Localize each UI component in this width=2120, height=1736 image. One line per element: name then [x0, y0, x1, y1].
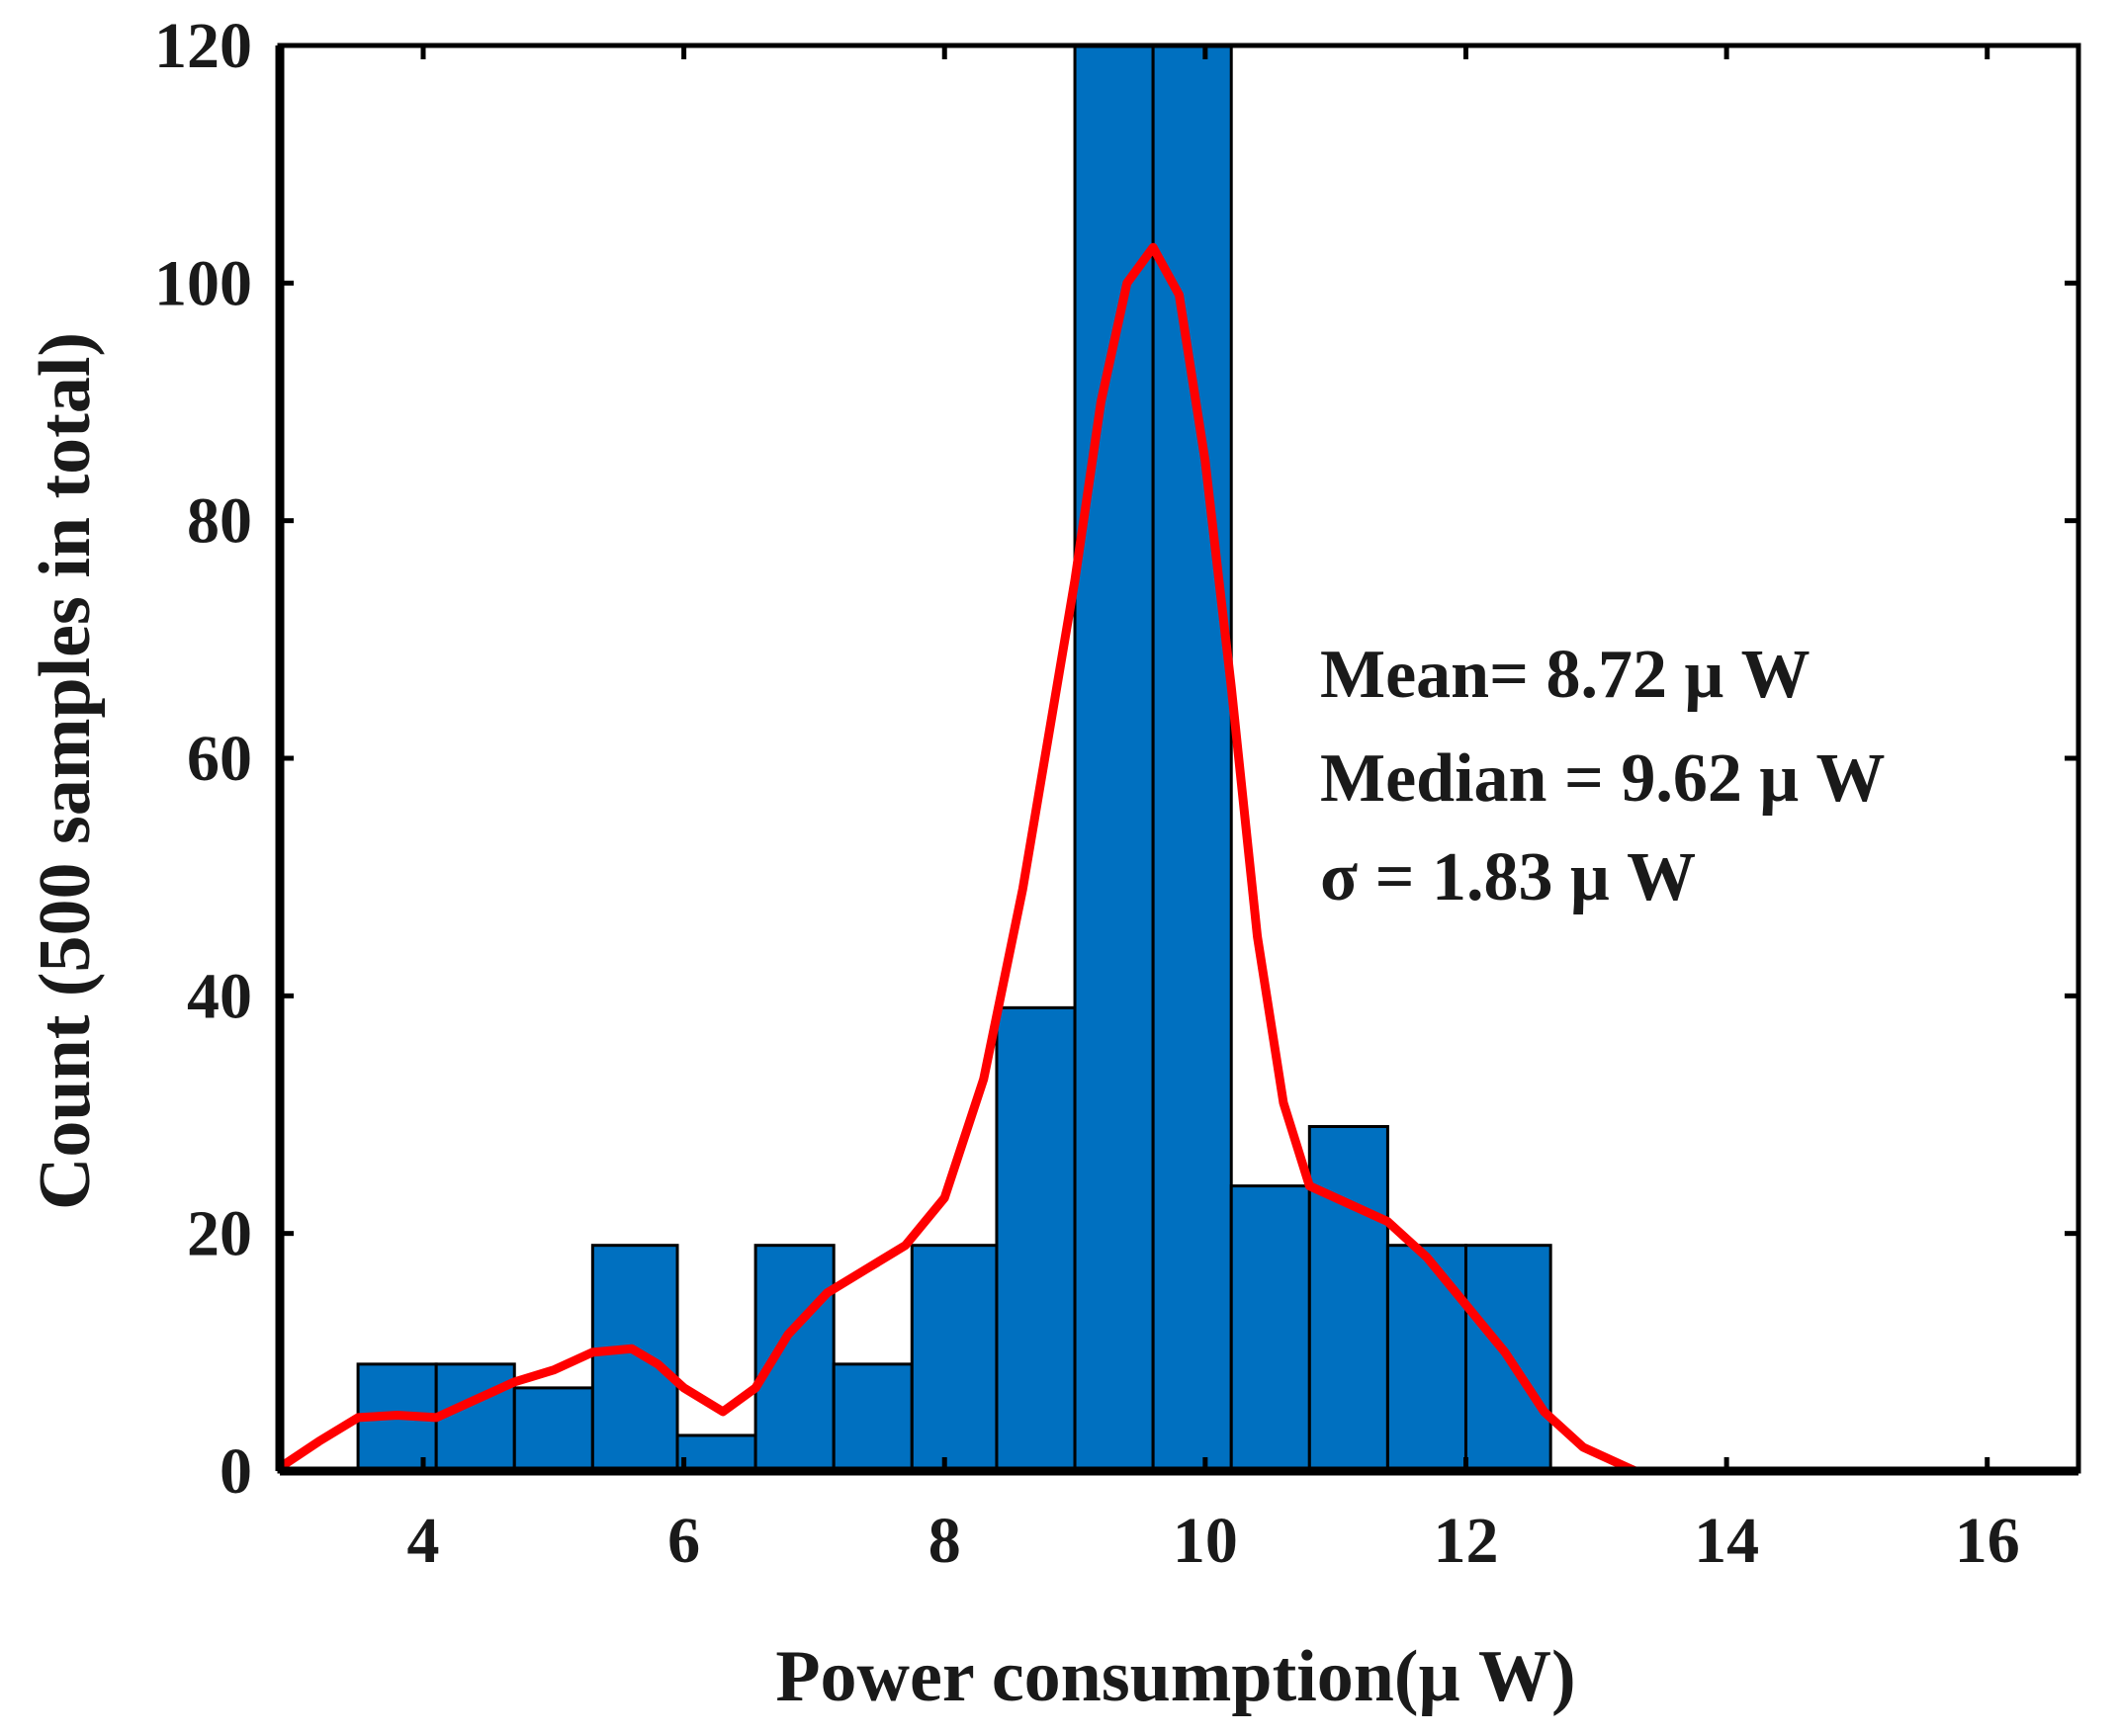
y-tick-label-1: 20 — [187, 1198, 252, 1270]
histogram-bar-7 — [910, 1244, 999, 1473]
x-tick-label-6: 16 — [1955, 1505, 2020, 1577]
x-tick-label-5: 14 — [1694, 1505, 1759, 1577]
x-axis-label: Power consumption(μ W) — [775, 1636, 1575, 1717]
histogram-bar-2 — [512, 1386, 594, 1473]
y-tick-label-4: 80 — [187, 485, 252, 558]
histogram-bar-5 — [753, 1244, 836, 1473]
histogram-bar-13 — [1385, 1244, 1467, 1473]
histogram-bar-4 — [675, 1433, 757, 1473]
histogram-bar-10 — [1151, 43, 1233, 1473]
histogram-bar-8 — [995, 1005, 1077, 1473]
x-tick-label-3: 10 — [1173, 1505, 1238, 1577]
x-tick-label-4: 12 — [1433, 1505, 1498, 1577]
y-tick-labels: 0 20 40 60 80 100 120 — [154, 10, 252, 1508]
histogram-bar-3 — [590, 1244, 679, 1473]
mean-annotation: Mean= 8.72 μ W — [1320, 637, 1811, 713]
x-tick-label-1: 6 — [667, 1505, 700, 1577]
histogram-bar-12 — [1307, 1125, 1389, 1473]
histogram-bars — [356, 43, 1552, 1473]
x-tick-label-0: 4 — [406, 1505, 439, 1577]
median-annotation: Median = 9.62 μ W — [1320, 740, 1886, 817]
y-tick-label-6: 120 — [154, 10, 252, 82]
sigma-annotation: σ = 1.83 μ W — [1320, 839, 1696, 915]
axis-ticks — [280, 43, 2078, 1474]
y-tick-label-2: 40 — [187, 960, 252, 1032]
x-tick-labels: 4 6 8 10 12 14 16 — [406, 1505, 2019, 1577]
histogram-bar-1 — [434, 1362, 516, 1473]
y-tick-label-3: 60 — [187, 723, 252, 795]
x-tick-label-2: 8 — [928, 1505, 961, 1577]
y-axis-label: Count (500 samples in total) — [25, 332, 106, 1210]
y-tick-label-0: 0 — [220, 1435, 252, 1508]
density-curve — [275, 242, 1640, 1476]
histogram-bar-9 — [1073, 43, 1155, 1473]
histogram-bar-6 — [832, 1362, 914, 1473]
histogram-bar-11 — [1229, 1184, 1311, 1473]
y-tick-label-5: 100 — [154, 247, 252, 319]
